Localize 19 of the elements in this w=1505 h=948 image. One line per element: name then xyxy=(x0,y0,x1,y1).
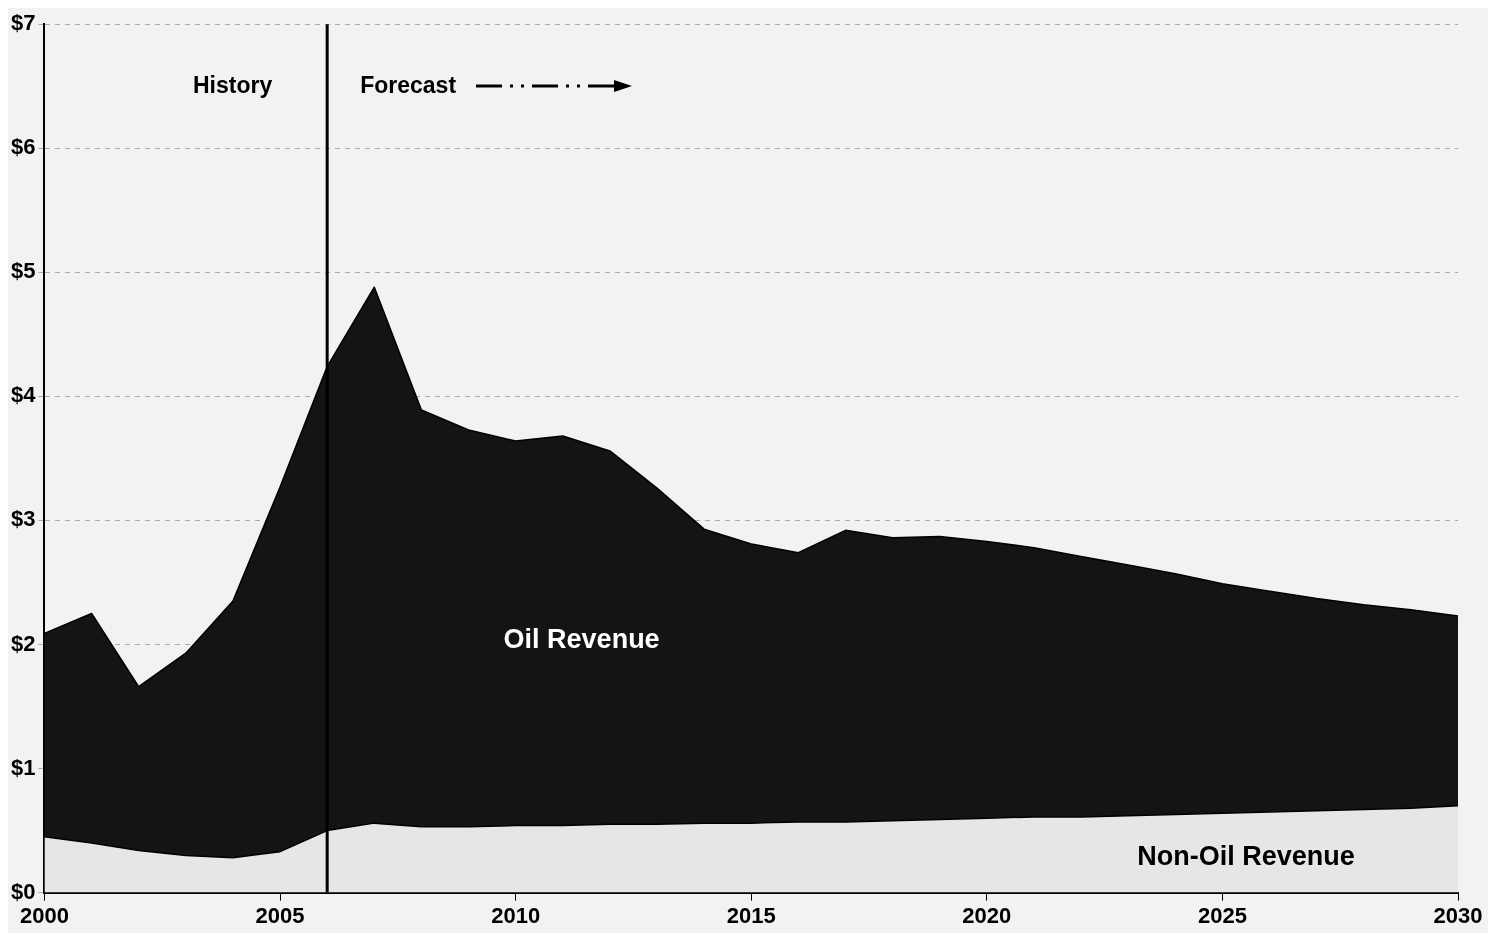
y-tick-label: $1 xyxy=(10,754,36,780)
y-tick-label: $4 xyxy=(10,382,37,408)
x-tick-label: 2025 xyxy=(1197,902,1247,928)
annotation: Forecast xyxy=(360,71,457,98)
x-tick-label: 2020 xyxy=(962,902,1012,928)
y-tick-label: $3 xyxy=(10,506,36,532)
x-tick-label: 2000 xyxy=(19,902,69,928)
series-label: Oil Revenue xyxy=(503,624,660,655)
y-tick-label: $6 xyxy=(10,134,36,160)
x-tick-label: 2015 xyxy=(726,902,776,928)
series-label: Non-Oil Revenue xyxy=(1137,841,1355,872)
x-tick-label: 2030 xyxy=(1433,902,1483,928)
y-tick-label: $5 xyxy=(10,258,36,284)
y-tick-label: $2 xyxy=(10,630,36,656)
y-tick-label: $7 xyxy=(10,10,36,36)
y-tick-label: $0 xyxy=(10,878,36,904)
x-tick-label: 2005 xyxy=(255,902,305,928)
annotation: History xyxy=(192,71,273,98)
x-tick-label: 2010 xyxy=(491,902,541,928)
